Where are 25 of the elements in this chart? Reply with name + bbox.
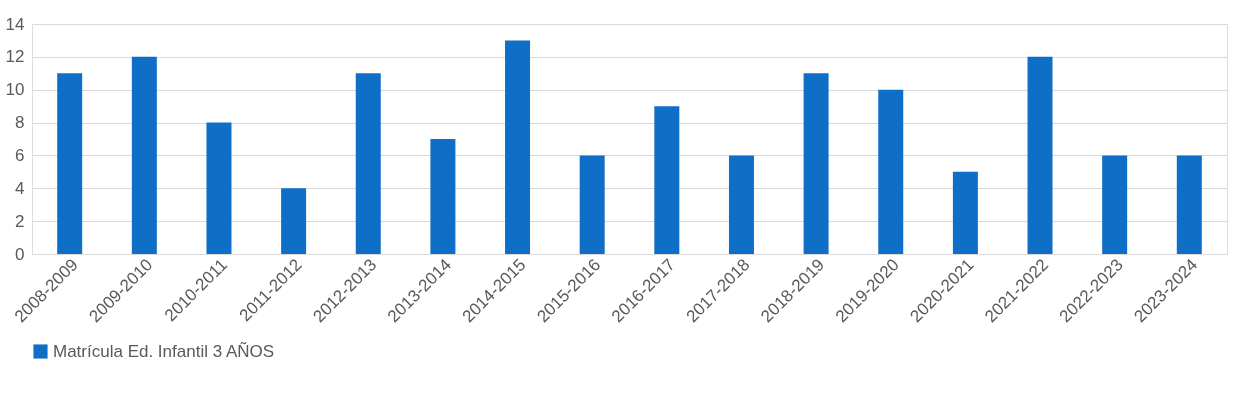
- bar: [281, 188, 307, 254]
- bar: [878, 89, 904, 254]
- legend-label: Matrícula Ed. Infantil 3 AÑOS: [53, 341, 275, 361]
- bar: [430, 139, 456, 254]
- bar: [952, 171, 978, 254]
- bar: [1027, 56, 1053, 254]
- bar: [206, 122, 232, 254]
- y-tick-label: 4: [15, 178, 25, 198]
- y-tick-label: 6: [15, 145, 25, 165]
- y-tick-label: 12: [5, 47, 25, 67]
- bar: [1176, 155, 1202, 254]
- bar: [728, 155, 754, 254]
- y-tick-label: 14: [5, 14, 25, 34]
- bar: [654, 106, 680, 254]
- bar: [57, 73, 83, 254]
- bar: [131, 56, 157, 254]
- bar: [505, 40, 531, 254]
- y-tick-label: 0: [15, 244, 25, 264]
- bar: [803, 73, 829, 254]
- y-tick-label: 10: [5, 80, 25, 100]
- y-tick-label: 2: [15, 211, 25, 231]
- bar: [1102, 155, 1128, 254]
- bar: [579, 155, 605, 254]
- bar: [355, 73, 381, 254]
- y-tick-label: 8: [15, 113, 25, 133]
